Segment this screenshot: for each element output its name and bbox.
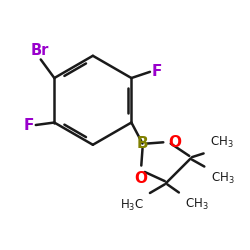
Text: Br: Br <box>30 43 49 58</box>
Text: O: O <box>134 172 147 186</box>
Text: H$_3$C: H$_3$C <box>120 198 144 213</box>
Text: CH$_3$: CH$_3$ <box>210 134 234 150</box>
Text: O: O <box>168 135 181 150</box>
Text: B: B <box>137 136 148 151</box>
Text: F: F <box>24 118 34 132</box>
Text: CH$_3$: CH$_3$ <box>210 171 234 186</box>
Text: F: F <box>152 64 162 79</box>
Text: CH$_3$: CH$_3$ <box>184 197 208 212</box>
